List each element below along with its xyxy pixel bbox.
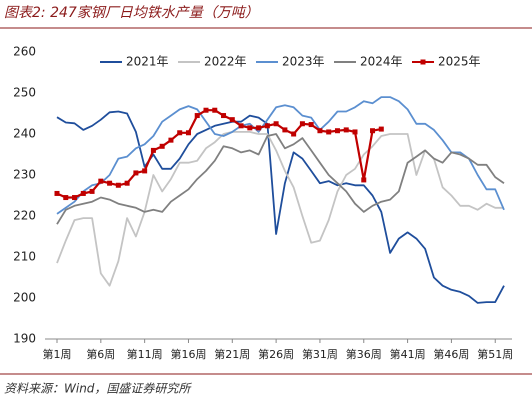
- series-line: [56, 110, 505, 304]
- marker: [89, 188, 95, 194]
- marker: [142, 168, 148, 174]
- marker: [361, 177, 367, 183]
- marker: [317, 128, 323, 134]
- marker: [133, 170, 139, 176]
- marker: [229, 117, 235, 123]
- marker: [291, 131, 297, 137]
- marker: [352, 129, 358, 135]
- y-tick-label: 250: [13, 86, 36, 100]
- marker: [221, 113, 227, 119]
- legend-marker: [420, 59, 426, 65]
- marker: [124, 180, 130, 186]
- x-tick-label: 第51周: [477, 347, 513, 361]
- x-tick-label: 第16周: [170, 347, 206, 361]
- x-tick-label: 第31周: [302, 347, 338, 361]
- marker: [159, 143, 165, 149]
- series-line: [56, 96, 505, 215]
- legend-label: 2021年: [126, 55, 169, 69]
- x-tick-label: 第26周: [258, 347, 294, 361]
- marker: [247, 125, 253, 131]
- marker: [115, 182, 121, 188]
- marker: [185, 130, 191, 136]
- x-tick-label: 第6周: [86, 347, 115, 361]
- x-tick-label: 第1周: [43, 347, 72, 361]
- chart-title: 图表2: 247家钢厂日均铁水产量（万吨）: [4, 5, 259, 21]
- marker: [194, 113, 200, 119]
- marker: [80, 190, 86, 196]
- y-tick-label: 220: [13, 209, 36, 223]
- legend-label: 2023年: [282, 55, 325, 69]
- marker: [177, 130, 183, 136]
- y-tick-label: 240: [13, 127, 36, 141]
- marker: [273, 121, 279, 127]
- legend-label: 2024年: [360, 55, 403, 69]
- x-tick-label: 第41周: [390, 347, 426, 361]
- x-tick-label: 第21周: [214, 347, 250, 361]
- marker: [343, 127, 349, 133]
- marker: [378, 126, 384, 132]
- marker: [150, 147, 156, 153]
- y-tick-label: 260: [13, 45, 36, 59]
- marker: [54, 190, 60, 196]
- marker: [72, 195, 78, 201]
- y-tick-label: 200: [13, 291, 36, 305]
- marker: [98, 178, 104, 184]
- marker: [299, 121, 305, 127]
- marker: [63, 195, 69, 201]
- legend-label: 2025年: [438, 55, 481, 69]
- x-tick-label: 第11周: [127, 347, 163, 361]
- marker: [168, 137, 174, 143]
- marker: [212, 107, 218, 113]
- marker: [264, 123, 270, 129]
- marker: [256, 125, 262, 131]
- marker: [370, 128, 376, 134]
- marker: [238, 123, 244, 129]
- x-tick-label: 第46周: [433, 347, 469, 361]
- series-line: [56, 133, 505, 225]
- marker: [308, 122, 314, 128]
- legend-label: 2022年: [204, 55, 247, 69]
- x-tick-label: 第36周: [346, 347, 382, 361]
- y-tick-label: 210: [13, 250, 36, 264]
- marker: [282, 127, 288, 133]
- y-tick-label: 230: [13, 168, 36, 182]
- marker: [107, 180, 113, 186]
- y-tick-label: 190: [13, 332, 36, 346]
- marker: [334, 128, 340, 134]
- marker: [326, 129, 332, 135]
- source: 资料来源：Wind，国盛证券研究所: [4, 382, 192, 396]
- marker: [203, 107, 209, 113]
